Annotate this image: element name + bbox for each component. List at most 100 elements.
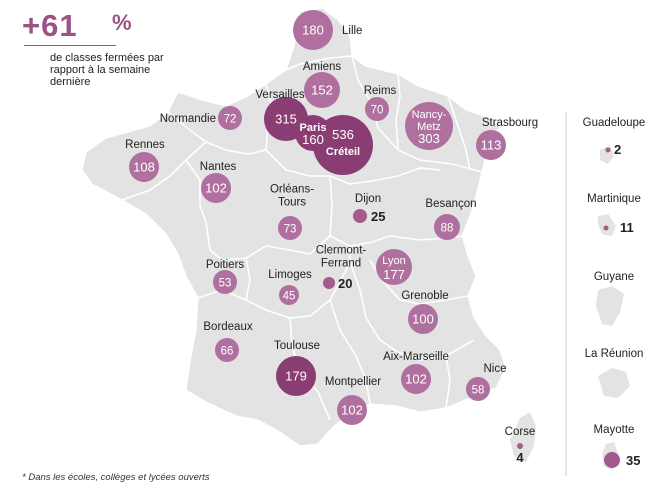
label-poitiers: Poitiers bbox=[206, 259, 245, 271]
guadeloupe-shape bbox=[600, 146, 614, 164]
value-strasbourg: 113 bbox=[481, 138, 502, 153]
label-orleans-tours: Tours bbox=[278, 197, 306, 209]
label-bordeaux: Bordeaux bbox=[203, 321, 252, 333]
label-amiens: Amiens bbox=[303, 61, 342, 73]
value-besancon: 88 bbox=[441, 223, 454, 235]
value-nice: 58 bbox=[472, 385, 485, 397]
bubble-reims bbox=[365, 97, 389, 121]
value-versailles: 315 bbox=[275, 112, 297, 127]
label-reims: Reims bbox=[364, 85, 397, 97]
bubble-montpellier bbox=[337, 395, 367, 425]
value-normandie: 72 bbox=[224, 114, 237, 126]
headline-description: de classes fermées par rapport à la sema… bbox=[50, 52, 164, 88]
headline-unit: % bbox=[112, 10, 132, 35]
label-normandie: Normandie bbox=[160, 113, 216, 125]
label-nice: Nice bbox=[483, 363, 506, 375]
bubble-lyon bbox=[376, 249, 412, 285]
bubble-dijon bbox=[353, 209, 367, 223]
label-la-reunion: La Réunion bbox=[585, 348, 644, 360]
bubble-toulouse bbox=[276, 356, 316, 396]
bubble-mayotte bbox=[604, 452, 620, 468]
bubble-strasbourg bbox=[476, 130, 506, 160]
value-limoges: 45 bbox=[283, 291, 296, 303]
bubble-orleans-tours bbox=[278, 216, 302, 240]
label-orleans-tours: Orléans- bbox=[270, 184, 314, 196]
bubble-poitiers bbox=[213, 270, 237, 294]
label-montpellier: Montpellier bbox=[325, 376, 381, 388]
academy-borders bbox=[121, 55, 483, 421]
label-clermont-ferrand: Ferrand bbox=[321, 258, 361, 270]
label-clermont-ferrand: Clermont- bbox=[316, 245, 367, 257]
label-guyane: Guyane bbox=[594, 271, 634, 283]
value-corse: 4 bbox=[516, 450, 524, 465]
guyane-shape bbox=[596, 286, 624, 326]
bubble-rennes bbox=[129, 152, 159, 182]
bubble-aix-marseille bbox=[401, 364, 431, 394]
bubble-nice bbox=[466, 377, 490, 401]
label-lille: Lille bbox=[342, 25, 362, 37]
label-nantes: Nantes bbox=[200, 161, 237, 173]
label-corse: Corse bbox=[505, 426, 536, 438]
value-martinique: 11 bbox=[620, 220, 634, 235]
bubble-martinique bbox=[603, 225, 609, 231]
value-montpellier: 102 bbox=[341, 403, 363, 418]
label-rennes: Rennes bbox=[125, 139, 165, 151]
value-reims: 70 bbox=[371, 105, 384, 117]
reunion-shape bbox=[598, 368, 630, 398]
value-grenoble: 100 bbox=[412, 312, 434, 327]
footnote: * Dans les écoles, collèges et lycées ou… bbox=[22, 472, 210, 483]
value-amiens: 152 bbox=[311, 83, 333, 98]
label-strasbourg: Strasbourg bbox=[482, 117, 538, 129]
label-creteil: Créteil bbox=[326, 146, 360, 158]
label-besancon: Besançon bbox=[425, 198, 476, 210]
label-layer: 180 Lille 152 Amiens 70 Reims 315 Versailles 160… bbox=[125, 23, 645, 469]
value-poitiers: 53 bbox=[219, 278, 232, 290]
bubble-amiens bbox=[304, 72, 340, 108]
bubble-bordeaux bbox=[215, 338, 239, 362]
value-creteil: 536 bbox=[332, 127, 354, 142]
value-paris: 160 bbox=[302, 132, 324, 147]
label-lyon: Lyon bbox=[382, 255, 405, 267]
bubble-layer bbox=[129, 10, 620, 468]
value-mayotte: 35 bbox=[626, 453, 640, 468]
value-clermont-ferrand: 20 bbox=[338, 276, 352, 291]
bubble-grenoble bbox=[408, 304, 438, 334]
label-dijon: Dijon bbox=[355, 193, 381, 205]
bubble-lille bbox=[293, 10, 333, 50]
bubble-clermont-ferrand bbox=[323, 277, 335, 289]
bubble-nantes bbox=[201, 173, 231, 203]
bubble-besancon bbox=[434, 214, 460, 240]
value-rennes: 108 bbox=[133, 160, 155, 175]
martinique-shape bbox=[598, 214, 616, 236]
bubble-guadeloupe bbox=[605, 147, 611, 153]
label-limoges: Limoges bbox=[268, 269, 312, 281]
value-orleans-tours: 73 bbox=[284, 224, 297, 236]
label-nancy-metz: Nancy- bbox=[412, 109, 447, 121]
label-paris: Paris bbox=[300, 122, 327, 134]
label-nancy-metz: Metz bbox=[417, 121, 441, 133]
bubble-limoges bbox=[279, 285, 299, 305]
value-nancy-metz: 303 bbox=[418, 131, 440, 146]
bubble-creteil bbox=[313, 115, 373, 175]
value-lille: 180 bbox=[302, 23, 324, 38]
label-toulouse: Toulouse bbox=[274, 340, 320, 352]
label-aix-marseille: Aix-Marseille bbox=[383, 351, 449, 363]
value-dijon: 25 bbox=[371, 209, 385, 224]
bubble-corse bbox=[517, 443, 523, 449]
label-martinique: Martinique bbox=[587, 193, 641, 205]
label-mayotte: Mayotte bbox=[594, 424, 635, 436]
value-lyon: 177 bbox=[383, 267, 405, 282]
headline-value: +61 bbox=[22, 8, 78, 43]
value-guadeloupe: 2 bbox=[614, 142, 621, 157]
label-versailles: Versailles bbox=[255, 89, 304, 101]
value-toulouse: 179 bbox=[285, 369, 307, 384]
label-guadeloupe: Guadeloupe bbox=[583, 117, 646, 129]
value-aix-marseille: 102 bbox=[405, 372, 427, 387]
bubble-normandie bbox=[218, 106, 242, 130]
corsica-shape bbox=[510, 412, 536, 462]
bubble-nancy-metz bbox=[405, 102, 453, 150]
headline-rule bbox=[24, 45, 116, 46]
label-grenoble: Grenoble bbox=[401, 290, 448, 302]
value-bordeaux: 66 bbox=[221, 346, 234, 358]
